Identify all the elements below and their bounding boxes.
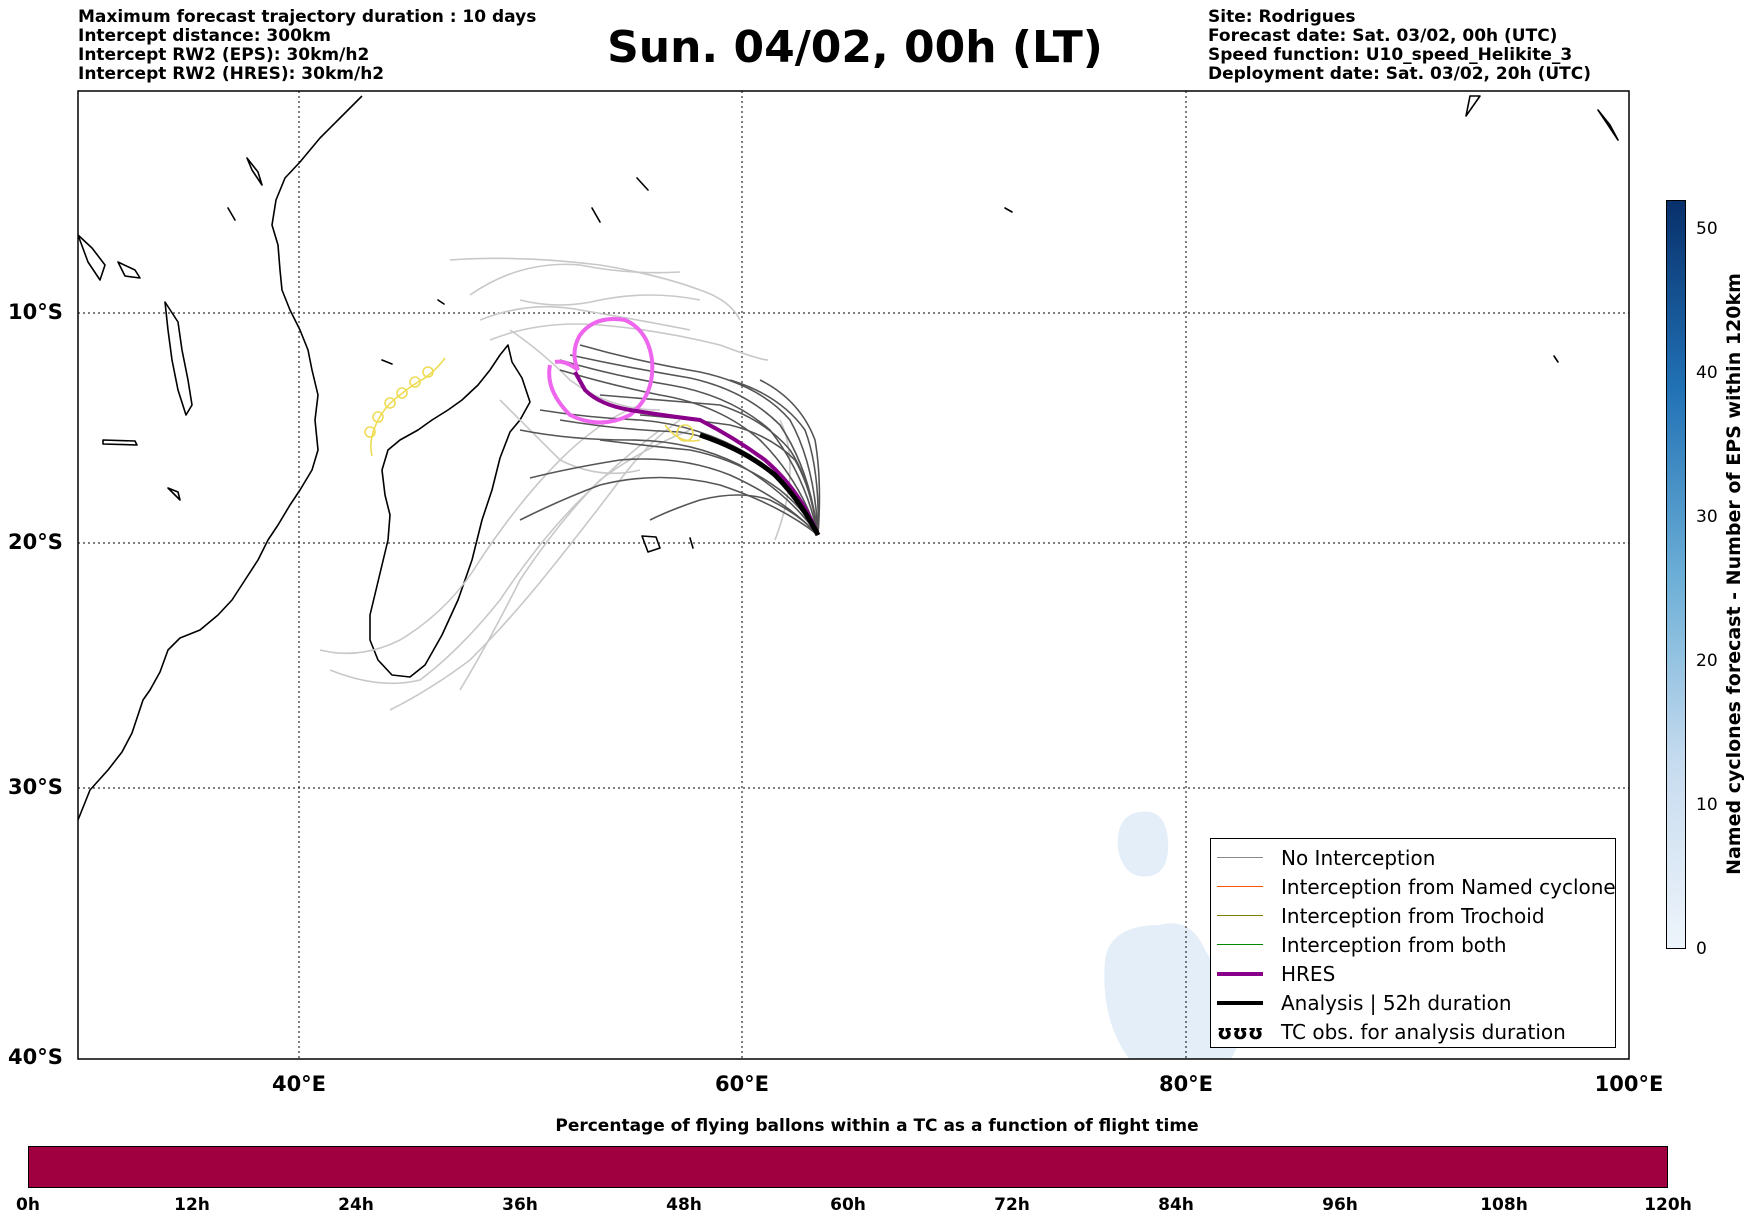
hres-track (573, 371, 820, 536)
colorbar-tick-10: 10 (1696, 795, 1718, 815)
legend-label: Interception from Named cyclone (1281, 874, 1616, 899)
speed-function: Speed function: U10_speed_Helikite_3 (1208, 45, 1573, 65)
legend-item-named-cyclone: Interception from Named cyclone (1217, 872, 1616, 901)
param-intercept-eps: Intercept RW2 (EPS): 30km/h2 (78, 45, 370, 65)
lon-label-40e: 40°E (271, 1072, 327, 1096)
flight-time-tick-12h: 12h (174, 1195, 210, 1215)
flight-time-tick-36h: 36h (502, 1195, 538, 1215)
eps-tracks-far (319, 257, 791, 711)
flight-time-tick-120h: 120h (1644, 1195, 1692, 1215)
map-frame (77, 90, 1630, 1060)
graticule (78, 91, 1629, 1059)
lon-label-80e: 80°E (1158, 1072, 1214, 1096)
eps-tracks-no-interception (519, 344, 821, 536)
tc-obs-symbol-icon: ʊʊʊ (1217, 1019, 1264, 1044)
lat-label-30s: 30°S (8, 775, 63, 799)
map-legend: No Interception Interception from Named … (1210, 838, 1616, 1048)
legend-swatch (1217, 915, 1263, 916)
legend-label: Interception from both (1281, 932, 1507, 957)
forecast-parameters-block: Maximum forecast trajectory duration : 1… (78, 8, 536, 84)
legend-swatch (1217, 971, 1263, 976)
tc-obs-track (364, 357, 701, 457)
legend-item-both: Interception from both (1217, 930, 1507, 959)
site-info-block: Site: Rodrigues Forecast date: Sat. 03/0… (1208, 8, 1591, 84)
colorbar-tick-0: 0 (1696, 939, 1707, 959)
forecast-date: Forecast date: Sat. 03/02, 00h (UTC) (1208, 26, 1558, 46)
legend-label: HRES (1281, 961, 1336, 986)
lon-label-60e: 60°E (714, 1072, 770, 1096)
flight-time-tick-72h: 72h (994, 1195, 1030, 1215)
param-duration: Maximum forecast trajectory duration : 1… (78, 7, 537, 27)
legend-item-hres: HRES (1217, 959, 1335, 988)
legend-swatch (1217, 886, 1263, 887)
lat-label-20s: 20°S (8, 530, 63, 554)
named-cyclone-colorbar (1666, 200, 1686, 949)
flight-time-tick-84h: 84h (1158, 1195, 1194, 1215)
analysis-track (699, 432, 821, 537)
legend-item-no-interception: No Interception (1217, 843, 1435, 872)
legend-swatch (1217, 944, 1263, 945)
flight-time-tick-108h: 108h (1480, 1195, 1528, 1215)
colorbar-tick-30: 30 (1696, 507, 1718, 527)
flight-time-tick-96h: 96h (1322, 1195, 1358, 1215)
legend-label: Analysis | 52h duration (1281, 990, 1512, 1015)
lon-label-100e: 100°E (1594, 1072, 1664, 1096)
lat-label-10s: 10°S (8, 300, 63, 324)
flight-time-colorbar-title: Percentage of flying ballons within a TC… (555, 1116, 1199, 1136)
colorbar-tick-40: 40 (1696, 363, 1718, 383)
colorbar-tick-20: 20 (1696, 651, 1718, 671)
site-name: Site: Rodrigues (1208, 7, 1356, 27)
legend-item-analysis: Analysis | 52h duration (1217, 988, 1512, 1017)
legend-item-tc-obs: ʊʊʊ TC obs. for analysis duration (1217, 1017, 1566, 1046)
named-cyclone-area (1104, 811, 1242, 1059)
lat-label-40s: 40°S (8, 1045, 63, 1069)
coastlines (78, 95, 1619, 821)
param-intercept-hres: Intercept RW2 (HRES): 30km/h2 (78, 64, 385, 84)
legend-label: TC obs. for analysis duration (1281, 1019, 1566, 1044)
flight-time-tick-24h: 24h (338, 1195, 374, 1215)
legend-label: Interception from Trochoid (1281, 903, 1545, 928)
map-title: Sun. 04/02, 00h (LT) (607, 22, 1103, 73)
legend-swatch (1217, 857, 1263, 858)
flight-time-tick-0h: 0h (16, 1195, 40, 1215)
param-intercept-distance: Intercept distance: 300km (78, 26, 331, 46)
legend-swatch (1217, 1000, 1263, 1005)
colorbar-tick-50: 50 (1696, 219, 1718, 239)
flight-time-tick-48h: 48h (666, 1195, 702, 1215)
colorbar-label: Named cyclones forecast - Number of EPS … (1723, 273, 1745, 875)
flight-time-tick-60h: 60h (830, 1195, 866, 1215)
flight-time-colorbar (28, 1146, 1668, 1188)
legend-label: No Interception (1281, 845, 1436, 870)
trochoid-loop (547, 317, 655, 425)
legend-item-trochoid: Interception from Trochoid (1217, 901, 1545, 930)
deployment-date: Deployment date: Sat. 03/02, 20h (UTC) (1208, 64, 1592, 84)
